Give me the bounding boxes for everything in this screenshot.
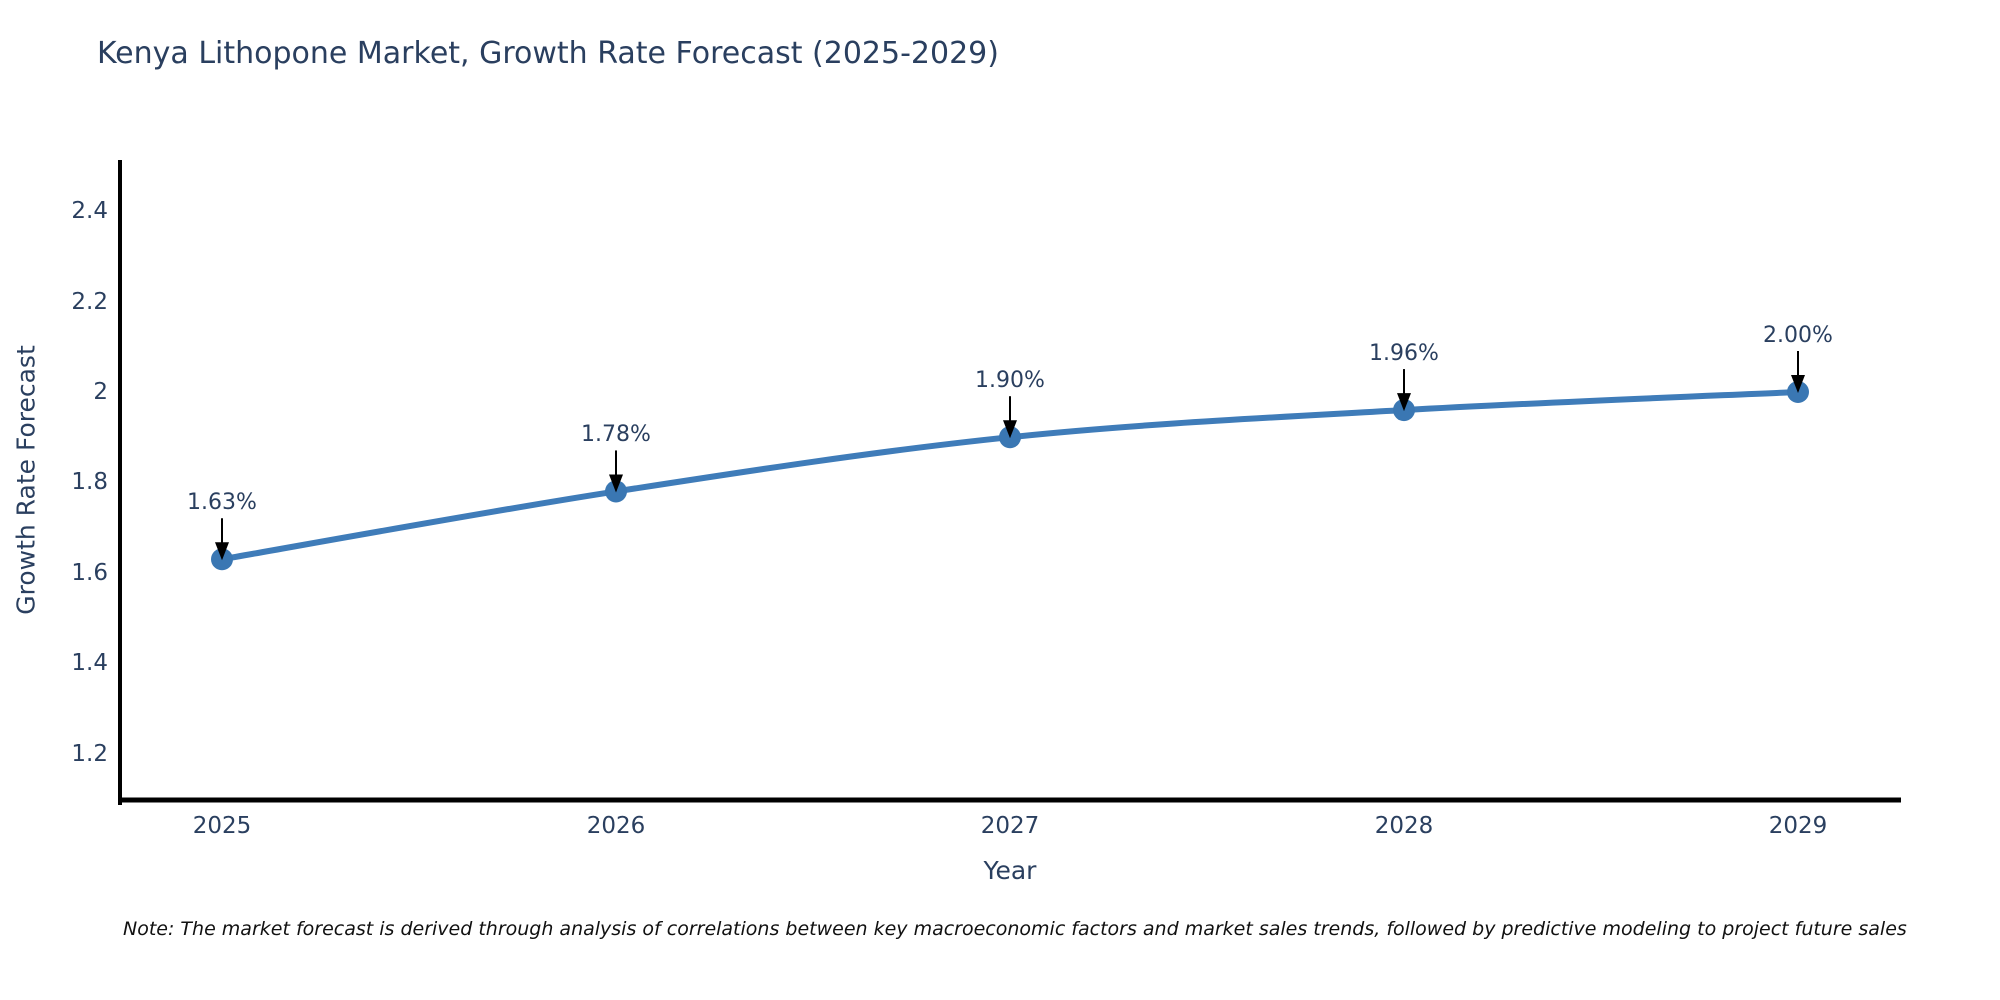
- y-tick-label: 2: [93, 379, 108, 405]
- y-tick-label: 2.4: [71, 198, 108, 225]
- y-tick-label: 2.2: [71, 288, 108, 315]
- x-axis-title: Year: [983, 856, 1037, 885]
- x-tick-label: 2029: [1768, 813, 1828, 839]
- point-annotation: 1.90%: [975, 368, 1045, 394]
- point-annotation: 2.00%: [1763, 323, 1833, 348]
- annotation-arrowhead: [1791, 375, 1805, 393]
- footnote: Note: The market forecast is derived thr…: [123, 918, 1907, 940]
- y-tick-label: 1.8: [71, 469, 108, 496]
- y-tick-label: 1.6: [71, 559, 108, 586]
- annotation-arrowhead: [609, 474, 623, 493]
- x-tick-label: 2028: [1374, 813, 1434, 839]
- chart-title: Kenya Lithopone Market, Growth Rate Fore…: [97, 36, 999, 71]
- y-tick-label: 1.2: [71, 740, 108, 767]
- point-annotation: 1.96%: [1369, 341, 1439, 367]
- point-annotation: 1.78%: [581, 422, 651, 448]
- y-tick-label: 1.4: [71, 650, 108, 677]
- annotation-arrowhead: [1003, 420, 1017, 439]
- x-tick-label: 2025: [192, 813, 252, 839]
- x-tick-label: 2026: [586, 813, 646, 839]
- x-tick-label: 2027: [980, 813, 1040, 839]
- annotation-arrowhead: [215, 542, 229, 561]
- annotation-arrowhead: [1397, 393, 1411, 412]
- point-annotation: 1.63%: [187, 490, 257, 516]
